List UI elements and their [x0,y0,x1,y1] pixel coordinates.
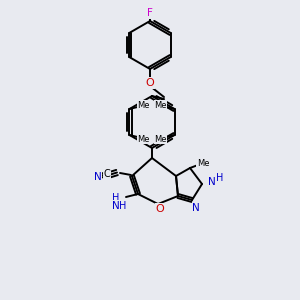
Text: N: N [208,177,216,187]
Text: H: H [119,201,127,211]
Text: C: C [103,169,110,179]
Text: H: H [216,173,224,183]
Text: Me: Me [137,134,150,143]
Text: Me: Me [197,160,209,169]
Text: Me: Me [137,100,150,109]
Text: N: N [112,201,120,211]
Text: H: H [112,193,120,203]
Text: Me: Me [154,100,167,109]
Text: O: O [146,78,154,88]
Text: N: N [192,203,200,213]
Text: Me: Me [154,134,167,143]
Text: O: O [156,204,164,214]
Text: N: N [94,172,102,182]
Text: F: F [147,8,153,18]
